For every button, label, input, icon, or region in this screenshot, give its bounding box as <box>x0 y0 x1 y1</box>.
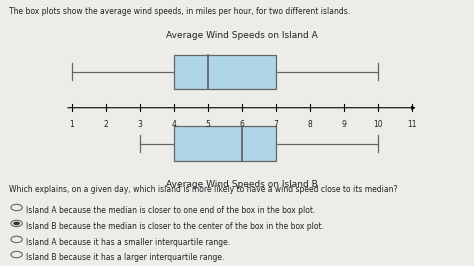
Text: Island A because it has a smaller interquartile range.: Island A because it has a smaller interq… <box>26 238 230 247</box>
Text: 8: 8 <box>307 120 312 129</box>
Text: 3: 3 <box>137 120 142 129</box>
Text: 11: 11 <box>407 120 417 129</box>
Text: 7: 7 <box>273 120 278 129</box>
Text: 6: 6 <box>239 120 244 129</box>
Text: 9: 9 <box>341 120 346 129</box>
Text: 1: 1 <box>69 120 74 129</box>
Text: 10: 10 <box>373 120 383 129</box>
Text: Island A because the median is closer to one end of the box in the box plot.: Island A because the median is closer to… <box>26 206 315 215</box>
Text: The box plots show the average wind speeds, in miles per hour, for two different: The box plots show the average wind spee… <box>9 7 351 16</box>
Text: Which explains, on a given day, which island is more likely to have a wind speed: Which explains, on a given day, which is… <box>9 185 398 194</box>
Text: Island B because the median is closer to the center of the box in the box plot.: Island B because the median is closer to… <box>26 222 324 231</box>
Text: Average Wind Speeds on Island A: Average Wind Speeds on Island A <box>166 31 318 40</box>
Bar <box>174 126 276 161</box>
Text: 5: 5 <box>205 120 210 129</box>
Text: Island B because it has a larger interquartile range.: Island B because it has a larger interqu… <box>26 253 225 262</box>
Text: Average Wind Speeds on Island B: Average Wind Speeds on Island B <box>166 180 318 189</box>
Text: 4: 4 <box>171 120 176 129</box>
Text: 2: 2 <box>103 120 108 129</box>
Bar <box>174 55 276 89</box>
